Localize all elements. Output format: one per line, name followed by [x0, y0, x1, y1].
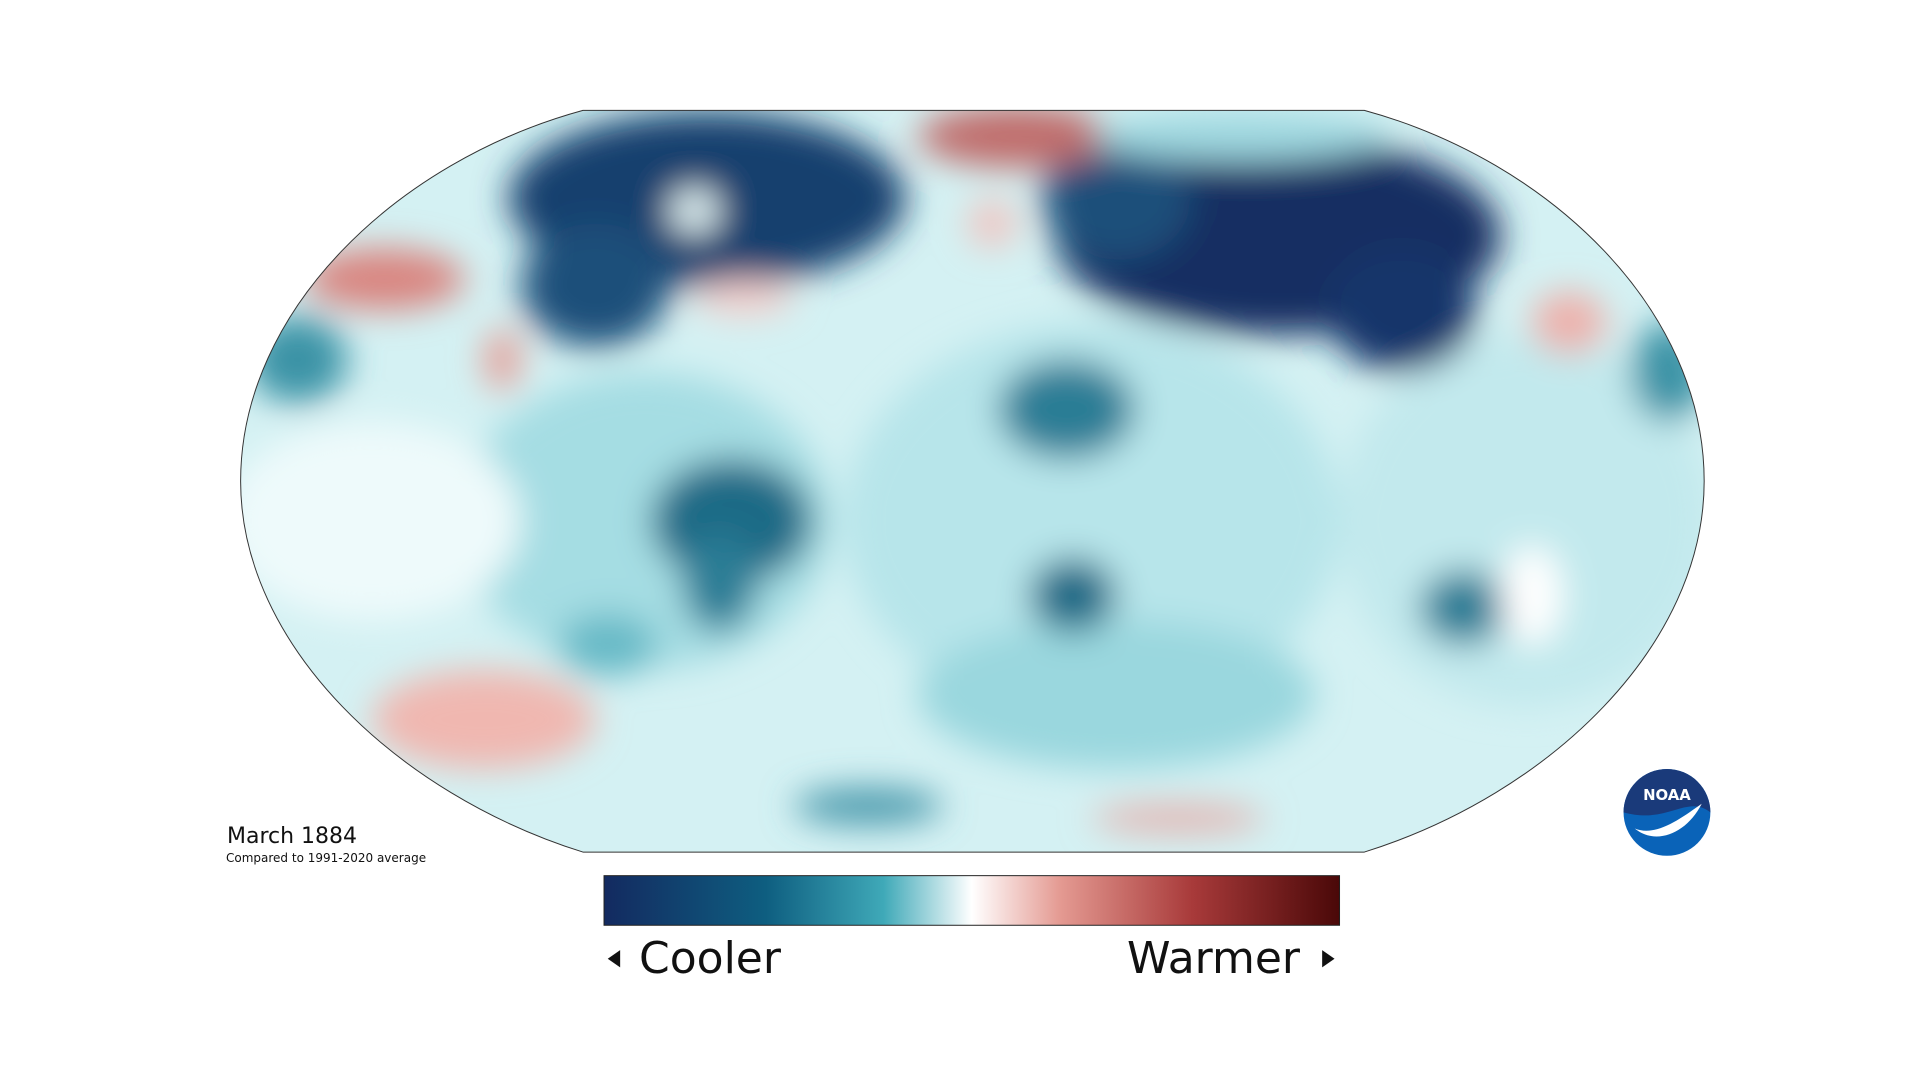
arrow-left: [607, 950, 621, 968]
logo-text: NOAA: [1643, 786, 1691, 804]
arrow-right: [1322, 950, 1335, 968]
color-bar: [603, 875, 1341, 926]
legend-low: Cooler: [639, 933, 781, 984]
map: NOAA: [240, 109, 1711, 968]
anomaly-field: [240, 110, 1705, 853]
subtitle: Compared to 1991-2020 average: [226, 851, 427, 865]
title: March 1884: [227, 824, 358, 849]
legend-high: Warmer: [1127, 933, 1300, 984]
map-outline: [240, 109, 1705, 853]
noaa-logo: NOAA: [1623, 768, 1711, 856]
